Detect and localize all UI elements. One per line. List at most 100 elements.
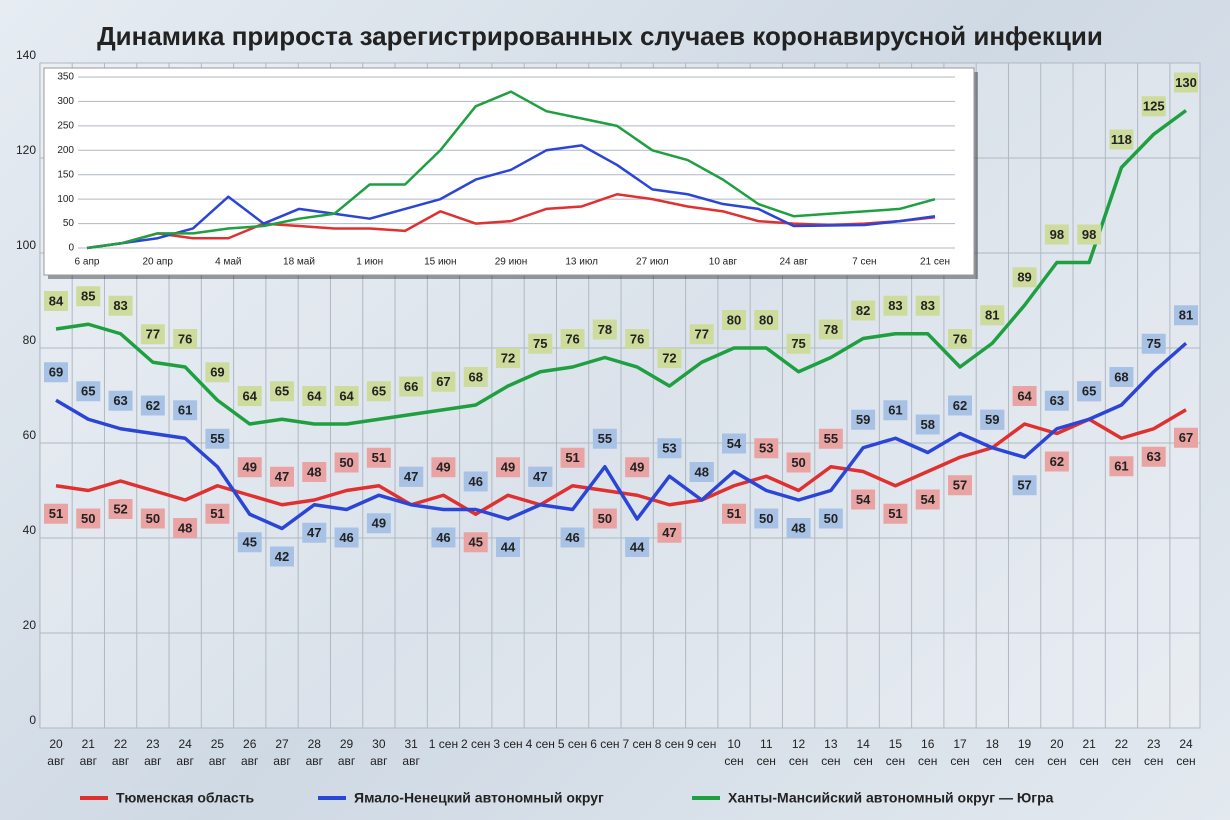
data-label-box bbox=[915, 414, 940, 435]
data-label: 54 bbox=[920, 492, 935, 507]
data-label: 50 bbox=[824, 511, 838, 526]
data-label: 46 bbox=[468, 474, 482, 489]
data-label: 68 bbox=[1114, 369, 1128, 384]
data-label-box bbox=[44, 362, 68, 383]
data-label: 85 bbox=[81, 289, 95, 304]
data-label-box bbox=[851, 409, 876, 430]
data-label: 118 bbox=[1111, 132, 1132, 147]
x-tick-label: 15 июн bbox=[424, 257, 457, 268]
data-label-box bbox=[205, 503, 230, 524]
data-label: 98 bbox=[1050, 227, 1064, 242]
data-label-box bbox=[560, 329, 585, 349]
data-label-box bbox=[948, 329, 972, 349]
data-label: 47 bbox=[275, 469, 289, 484]
x-tick-label: 18 май bbox=[283, 257, 315, 268]
data-label: 62 bbox=[146, 398, 160, 413]
data-label: 65 bbox=[81, 384, 95, 399]
data-label-box bbox=[237, 457, 262, 478]
data-label: 69 bbox=[49, 365, 63, 380]
x-tick-label: 19 сен bbox=[1014, 737, 1035, 768]
data-label: 77 bbox=[694, 327, 708, 342]
data-label: 45 bbox=[242, 535, 256, 550]
series-line bbox=[55, 109, 1188, 426]
x-tick-label: 16 сен bbox=[918, 737, 938, 768]
data-label: 63 bbox=[1050, 393, 1064, 408]
x-tick-label: 6 апр bbox=[75, 257, 100, 268]
y-tick-label: 100 bbox=[16, 238, 36, 252]
x-tick-label: 6 сен bbox=[590, 737, 620, 751]
data-label-box bbox=[592, 428, 617, 449]
data-label-box bbox=[786, 452, 811, 473]
data-label-box bbox=[592, 508, 617, 529]
y-tick-label: 0 bbox=[68, 243, 74, 254]
data-label: 68 bbox=[468, 369, 482, 384]
data-label: 49 bbox=[372, 516, 386, 531]
data-label-box bbox=[44, 291, 68, 311]
y-tick-label: 350 bbox=[57, 72, 74, 83]
series-line bbox=[86, 144, 936, 250]
data-label-box bbox=[173, 518, 198, 538]
data-label-box bbox=[44, 503, 68, 524]
data-label: 49 bbox=[501, 460, 515, 475]
data-label-box bbox=[948, 395, 972, 416]
x-tick-label: 8 сен bbox=[654, 737, 685, 751]
data-label-box bbox=[754, 438, 779, 459]
data-label: 48 bbox=[178, 520, 192, 535]
data-label-box bbox=[948, 475, 972, 496]
x-tick-label: 7 сен bbox=[622, 737, 652, 751]
data-label: 76 bbox=[630, 331, 644, 346]
data-label: 83 bbox=[113, 298, 127, 313]
data-label-box bbox=[883, 400, 908, 421]
x-tick-label: 3 сен bbox=[493, 737, 523, 751]
x-tick-label: 20 авг bbox=[47, 737, 65, 768]
data-label: 75 bbox=[791, 336, 805, 351]
data-label: 47 bbox=[404, 469, 418, 484]
x-tick-label: 29 июн bbox=[495, 257, 528, 268]
data-label-box bbox=[463, 471, 488, 492]
x-tick-label: 20 апр bbox=[142, 257, 173, 268]
data-label-box bbox=[270, 466, 294, 487]
x-tick-label: 13 июл bbox=[565, 257, 598, 268]
data-label: 80 bbox=[727, 312, 741, 327]
data-label-box bbox=[851, 489, 876, 510]
data-label: 65 bbox=[1082, 384, 1096, 399]
data-label: 72 bbox=[501, 350, 515, 365]
data-label: 58 bbox=[920, 417, 934, 432]
data-label: 63 bbox=[1146, 449, 1160, 464]
x-tick-label: 7 сен bbox=[852, 257, 876, 268]
data-label: 67 bbox=[436, 374, 450, 389]
data-label: 64 bbox=[1017, 388, 1032, 403]
data-label: 83 bbox=[888, 298, 902, 313]
data-label: 63 bbox=[113, 393, 127, 408]
data-label-box bbox=[399, 466, 424, 487]
data-label-box bbox=[431, 457, 456, 478]
data-label-box bbox=[237, 386, 262, 406]
data-label-box bbox=[980, 305, 1005, 326]
data-label-box bbox=[625, 537, 650, 557]
y-tick-label: 250 bbox=[57, 120, 74, 131]
data-label-box bbox=[592, 319, 617, 340]
data-label-box bbox=[818, 508, 843, 529]
data-label: 57 bbox=[1017, 478, 1031, 493]
data-label: 78 bbox=[824, 322, 838, 337]
x-tick-label: 18 сен bbox=[982, 737, 1002, 768]
data-label-box bbox=[915, 295, 940, 316]
data-label: 78 bbox=[598, 322, 612, 337]
x-tick-label: 24 сен bbox=[1176, 737, 1196, 768]
data-label-box bbox=[496, 537, 520, 557]
data-label-box bbox=[140, 508, 165, 529]
data-label-box bbox=[399, 376, 424, 397]
x-tick-label: 4 сен bbox=[525, 737, 555, 751]
data-label: 51 bbox=[727, 506, 741, 521]
data-label: 51 bbox=[49, 506, 63, 521]
legend-label: Ямало-Ненецкий автономный округ bbox=[354, 790, 604, 806]
data-label-box bbox=[270, 546, 294, 567]
y-tick-label: 140 bbox=[16, 48, 36, 62]
data-label: 130 bbox=[1175, 75, 1197, 90]
data-label: 50 bbox=[791, 455, 805, 470]
data-label: 49 bbox=[630, 460, 644, 475]
data-label-box bbox=[173, 400, 198, 421]
data-label-box bbox=[1012, 386, 1037, 406]
data-label-box bbox=[657, 348, 682, 368]
x-tick-label: 15 сен bbox=[885, 737, 906, 768]
